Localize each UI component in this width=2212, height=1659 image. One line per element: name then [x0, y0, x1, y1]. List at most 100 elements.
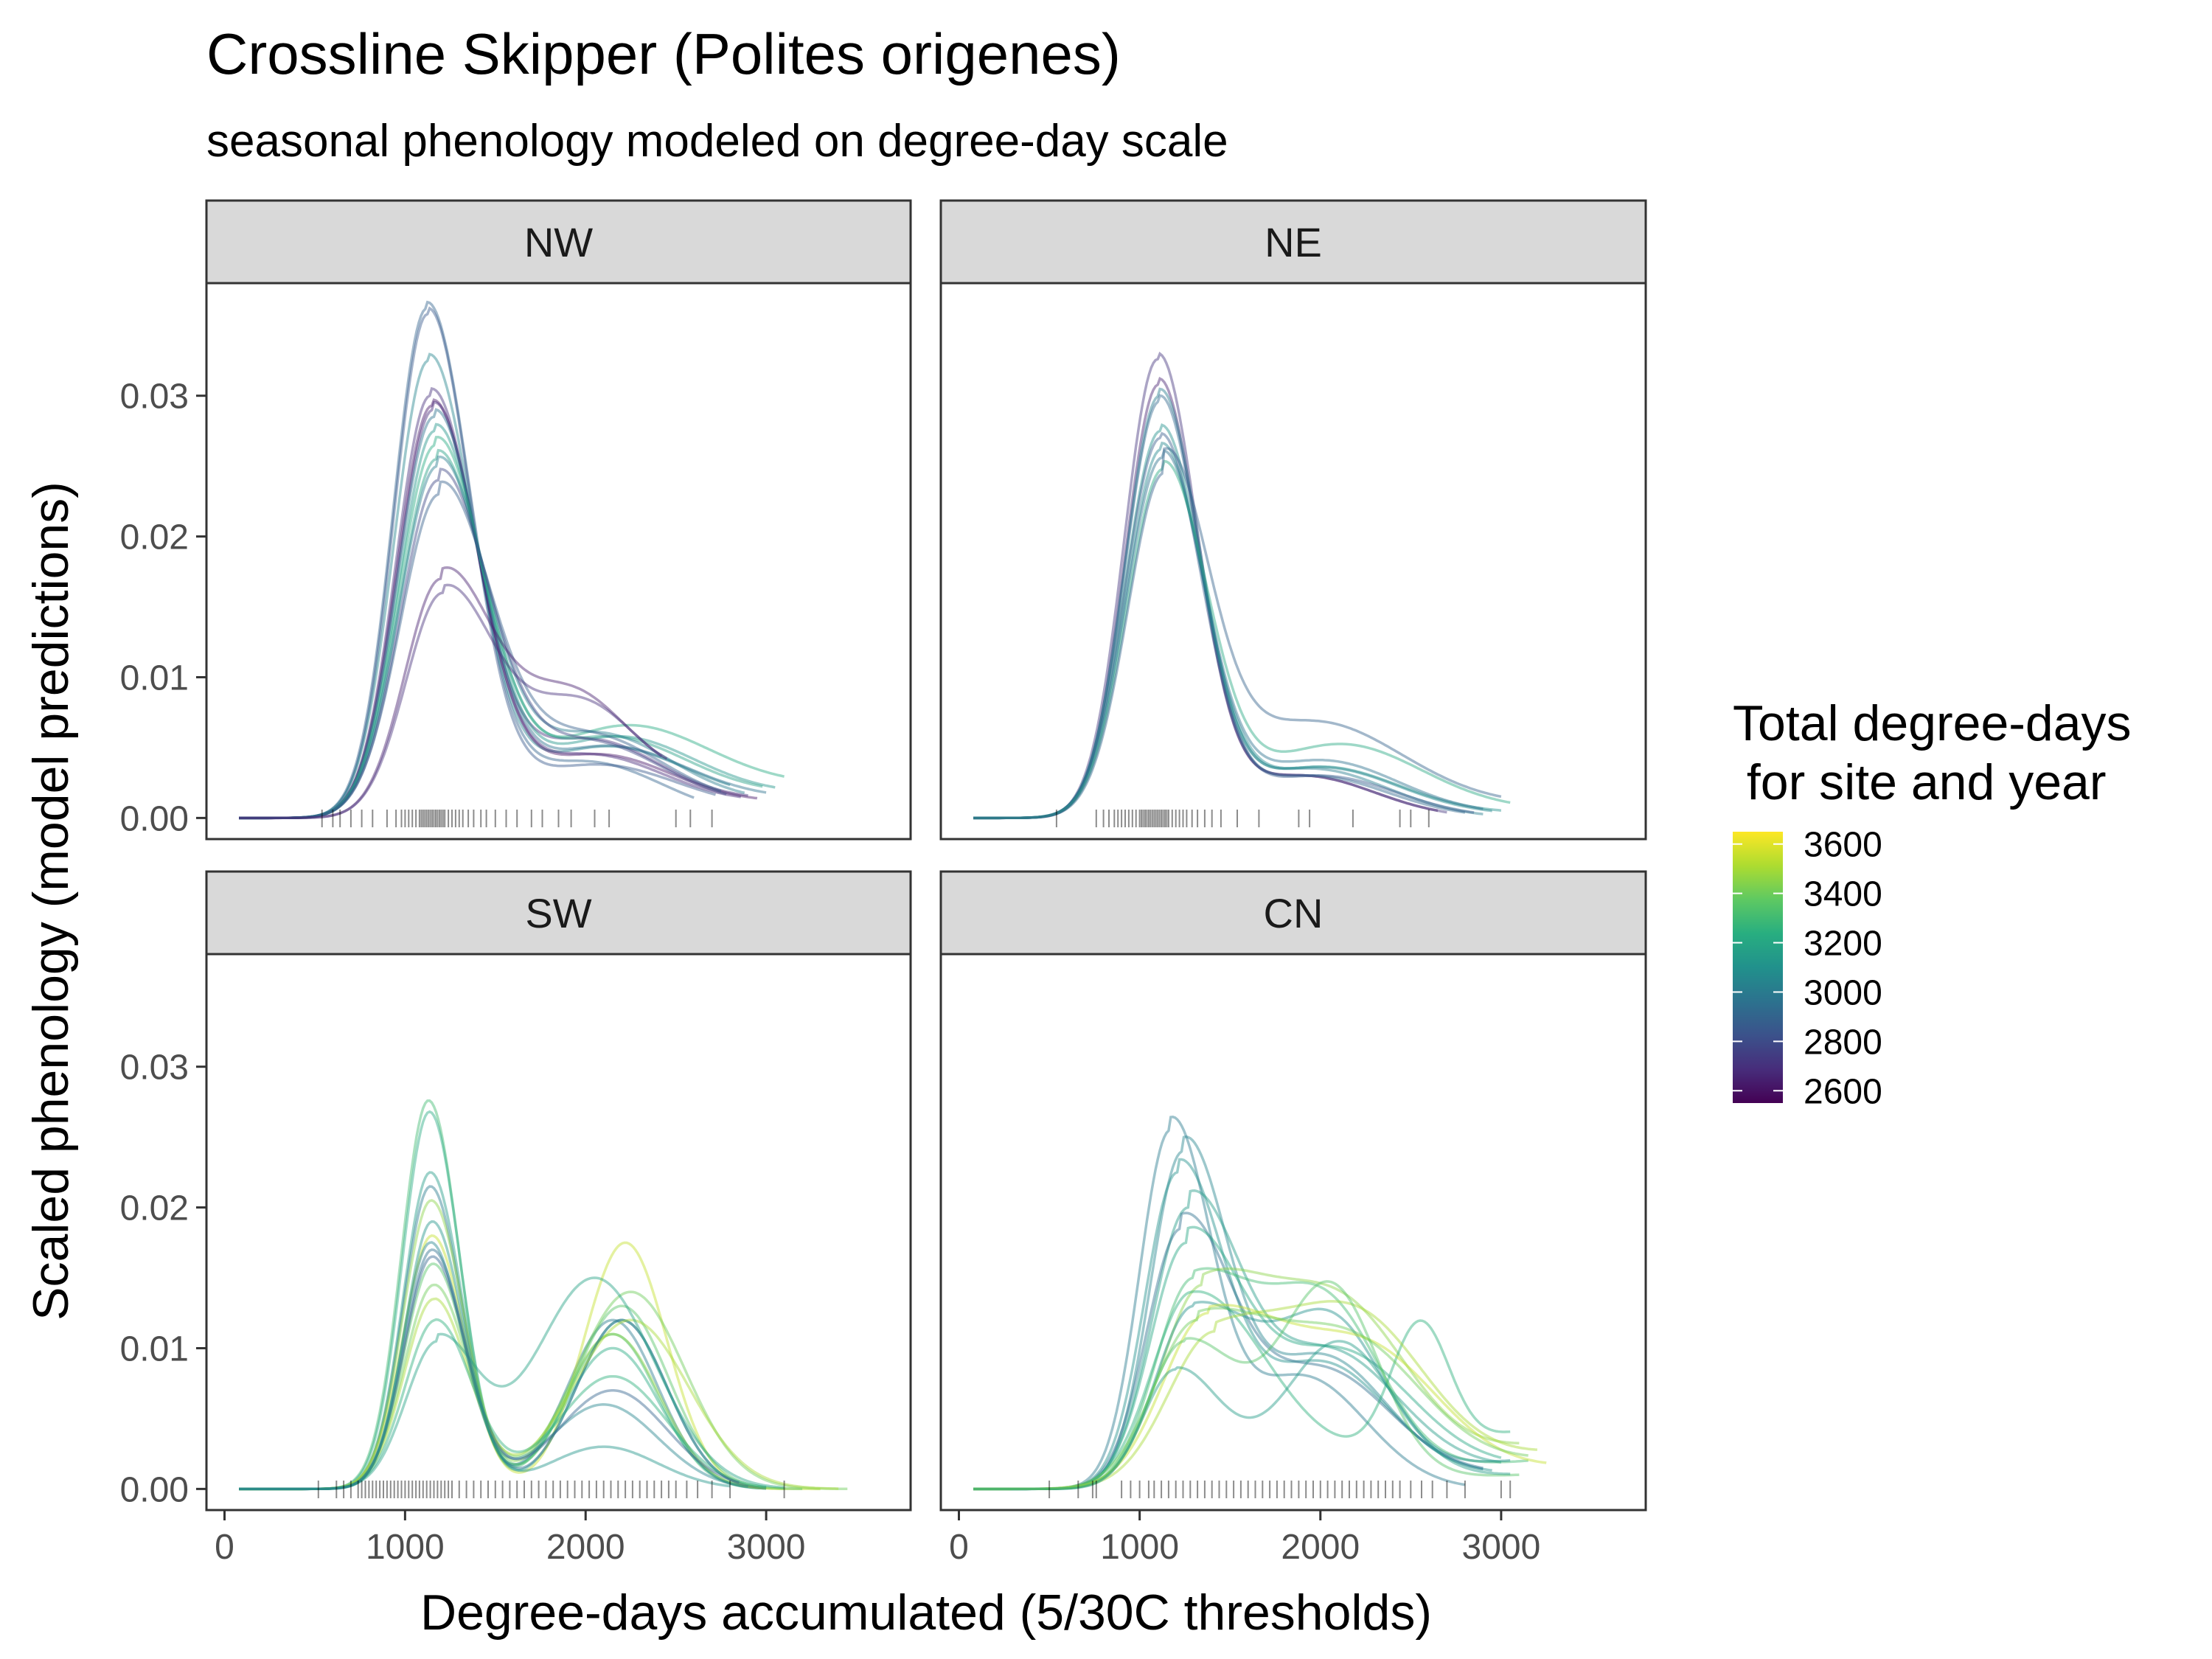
- color-legend: Total degree-days for site and year 3600…: [1733, 695, 2132, 1111]
- series-line: [973, 1267, 1528, 1491]
- y-tick-label: 0.02: [120, 518, 189, 557]
- panel-border: [205, 953, 912, 1512]
- series-line: [239, 1297, 839, 1491]
- panel-border: [205, 282, 912, 841]
- panel-background: [941, 954, 1646, 1510]
- legend-tick-label: 2600: [1804, 1072, 1882, 1111]
- series-line: [239, 1318, 767, 1491]
- series-line: [973, 1225, 1502, 1491]
- legend-colorbar: [1733, 832, 1783, 1103]
- y-axis-title: Scaled phenology (model predictions): [23, 481, 79, 1321]
- series-line: [973, 394, 1466, 820]
- series-line: [973, 377, 1439, 820]
- series-line: [239, 1276, 785, 1491]
- series-line: [973, 459, 1511, 820]
- series-line: [239, 398, 758, 820]
- strip-nw: [205, 199, 912, 285]
- series-line: [239, 566, 668, 820]
- strip-ne: [939, 199, 1647, 285]
- series-line: [973, 1158, 1493, 1491]
- panel-border: [939, 953, 1647, 1512]
- strip-label-ne: NE: [1265, 219, 1322, 265]
- series-line: [239, 1234, 821, 1491]
- series-line: [973, 1340, 1511, 1491]
- x-tick-label: 2000: [1281, 1528, 1360, 1567]
- series-line: [239, 1262, 803, 1491]
- series-line: [239, 1248, 767, 1491]
- series-line: [973, 431, 1475, 820]
- y-tick-label: 0.02: [120, 1189, 189, 1228]
- series-line: [239, 1099, 767, 1491]
- series-line: [973, 1301, 1511, 1491]
- series-line: [239, 467, 727, 820]
- y-tick-label: 0.01: [120, 1329, 189, 1368]
- series-line: [239, 1220, 731, 1491]
- strip-label-sw: SW: [525, 890, 591, 936]
- series-line: [973, 1290, 1511, 1491]
- series-line: [973, 1116, 1466, 1491]
- panel-ne: NE: [939, 199, 1647, 841]
- x-tick-label: 1000: [366, 1528, 445, 1567]
- series-line: [973, 1267, 1520, 1491]
- panel-background: [206, 283, 911, 839]
- legend-ticks: 3600 3400 3200 3000 2800 2600: [1733, 826, 1882, 1111]
- y-tick-label: 0.00: [120, 1470, 189, 1509]
- series-line: [239, 1255, 740, 1491]
- series-line: [239, 1199, 785, 1491]
- series-line: [973, 1189, 1502, 1491]
- series-line: [239, 448, 763, 820]
- series-line: [239, 1185, 767, 1491]
- strip-label-nw: NW: [524, 219, 593, 265]
- series-line: [239, 352, 731, 820]
- series-line: [973, 351, 1447, 820]
- legend-tick-label: 3400: [1804, 875, 1882, 914]
- legend-tick-label: 3200: [1804, 925, 1882, 964]
- x-tick-label: 0: [949, 1528, 969, 1567]
- series-line: [239, 455, 745, 820]
- x-tick-label: 0: [215, 1528, 234, 1567]
- x-tick-label: 1000: [1100, 1528, 1179, 1567]
- x-axes: 0 1000 2000 3000 0 1000 2000 3000: [215, 1510, 1540, 1567]
- series-line: [239, 1171, 767, 1491]
- panel-curves: [973, 1116, 1547, 1498]
- x-tick-label: 3000: [727, 1528, 806, 1567]
- strip-sw: [205, 870, 912, 956]
- panel-sw: SW: [205, 870, 912, 1512]
- series-line: [973, 1300, 1537, 1491]
- series-line: [973, 1135, 1484, 1491]
- series-line: [973, 1280, 1520, 1491]
- chart-title: Crossline Skipper (Polites origenes): [206, 21, 1121, 86]
- series-line: [239, 480, 722, 820]
- panel-curves: [239, 1099, 848, 1498]
- strip-cn: [939, 870, 1647, 956]
- y-tick-label: 0.00: [120, 799, 189, 838]
- legend-tick-label: 2800: [1804, 1023, 1882, 1062]
- y-tick-label: 0.03: [120, 1048, 189, 1088]
- panel-border: [939, 282, 1647, 841]
- series-line: [239, 583, 663, 820]
- series-line: [973, 1307, 1528, 1491]
- series-line: [973, 448, 1484, 820]
- series-line: [239, 1283, 848, 1491]
- series-line: [973, 447, 1502, 820]
- chart-subtitle: seasonal phenology modeled on degree-day…: [206, 116, 1228, 167]
- series-line: [973, 441, 1492, 820]
- y-tick-label: 0.01: [120, 658, 189, 698]
- series-line: [973, 1211, 1484, 1491]
- panel-curves: [973, 351, 1511, 827]
- legend-tick-label: 3000: [1804, 973, 1882, 1012]
- facet-panels: NW NE SW CN: [205, 199, 1647, 1512]
- x-tick-label: 3000: [1462, 1528, 1541, 1567]
- series-line: [239, 408, 767, 820]
- series-line: [239, 1241, 748, 1491]
- series-line: [973, 387, 1484, 820]
- x-axis-title: Degree-days accumulated (5/30C threshold…: [420, 1585, 1432, 1641]
- series-line: [973, 423, 1502, 820]
- series-line: [239, 300, 695, 820]
- panel-background: [941, 283, 1646, 839]
- series-line: [239, 1110, 767, 1491]
- series-line: [239, 386, 748, 820]
- series-line: [239, 400, 742, 820]
- series-line: [239, 422, 776, 820]
